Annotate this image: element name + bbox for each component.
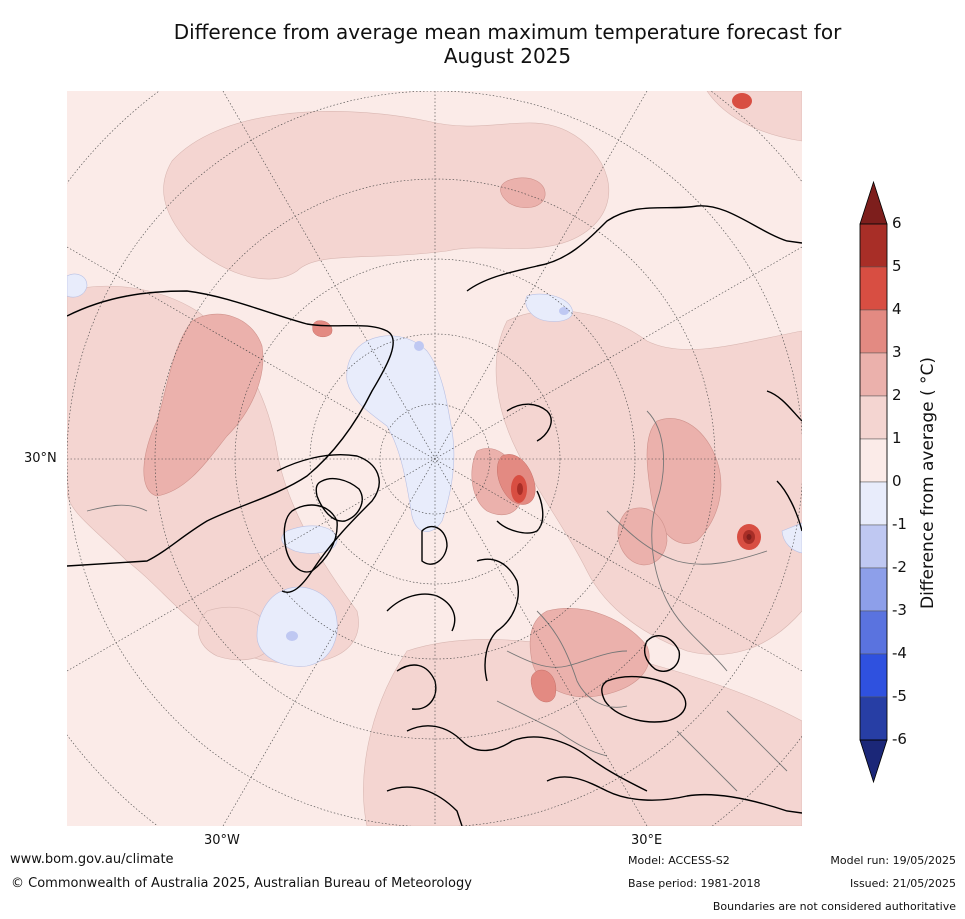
colorbar-tick-label: -2 bbox=[892, 558, 907, 576]
colorbar-segments bbox=[859, 180, 888, 784]
colorbar-over-arrow bbox=[859, 180, 888, 225]
colorbar-segment bbox=[859, 481, 888, 526]
colorbar-tick-label: -4 bbox=[892, 644, 907, 662]
map-svg bbox=[67, 91, 802, 826]
footer-model: Model: ACCESS-S2 bbox=[628, 854, 730, 867]
colorbar-under-arrow bbox=[859, 739, 888, 784]
colorbar-segment bbox=[859, 438, 888, 483]
colorbar-tick-label: -1 bbox=[892, 515, 907, 533]
lon-label-30w: 30°W bbox=[204, 833, 240, 848]
colorbar-segment bbox=[859, 352, 888, 397]
colorbar-segment bbox=[859, 266, 888, 311]
title-line-2: August 2025 bbox=[443, 44, 572, 68]
title-line-1: Difference from average mean maximum tem… bbox=[173, 20, 842, 44]
colorbar-tick-label: 1 bbox=[892, 429, 902, 447]
footer-disclaimer: Boundaries are not considered authoritat… bbox=[712, 900, 956, 913]
colorbar-tick-label: 4 bbox=[892, 300, 902, 318]
anomaly-minus-1-2-spots bbox=[286, 307, 569, 641]
footer-issued: Issued: 21/05/2025 bbox=[849, 877, 956, 890]
colorbar-segment bbox=[859, 610, 888, 655]
chart-title: Difference from average mean maximum tem… bbox=[0, 20, 965, 68]
colorbar-tick-label: -6 bbox=[892, 730, 907, 748]
colorbar-segment bbox=[859, 524, 888, 569]
colorbar bbox=[859, 180, 888, 784]
anomaly-negative-regions bbox=[67, 273, 802, 667]
colorbar-tick-label: 5 bbox=[892, 257, 902, 275]
lat-label-30n: 30°N bbox=[24, 451, 57, 466]
colorbar-tick-label: 6 bbox=[892, 214, 902, 232]
colorbar-segment bbox=[859, 223, 888, 268]
colorbar-tick-label: 2 bbox=[892, 386, 902, 404]
country-borders bbox=[86, 410, 788, 792]
graticule bbox=[67, 91, 802, 826]
anomaly-1-2-regions bbox=[67, 91, 802, 826]
colorbar-tick-label: 3 bbox=[892, 343, 902, 361]
footer-website: www.bom.gov.au/climate bbox=[10, 852, 174, 867]
colorbar-segment bbox=[859, 696, 888, 741]
colorbar-segment bbox=[859, 395, 888, 440]
colorbar-segment bbox=[859, 309, 888, 354]
anomaly-hot-spots bbox=[511, 93, 761, 550]
forecast-map bbox=[67, 91, 802, 826]
colorbar-tick-label: 0 bbox=[892, 472, 902, 490]
footer-base-period: Base period: 1981-2018 bbox=[628, 877, 761, 890]
colorbar-title-text: Difference from average ( °C) bbox=[918, 356, 938, 610]
colorbar-tick-label: -5 bbox=[892, 687, 907, 705]
colorbar-segment bbox=[859, 653, 888, 698]
colorbar-segment bbox=[859, 567, 888, 612]
colorbar-outline bbox=[859, 223, 888, 741]
coastlines bbox=[67, 205, 802, 826]
colorbar-tick-label: -3 bbox=[892, 601, 907, 619]
footer-model-run: Model run: 19/05/2025 bbox=[830, 854, 956, 867]
footer-copyright: © Commonwealth of Australia 2025, Austra… bbox=[11, 876, 472, 891]
lon-label-30e: 30°E bbox=[631, 833, 663, 848]
